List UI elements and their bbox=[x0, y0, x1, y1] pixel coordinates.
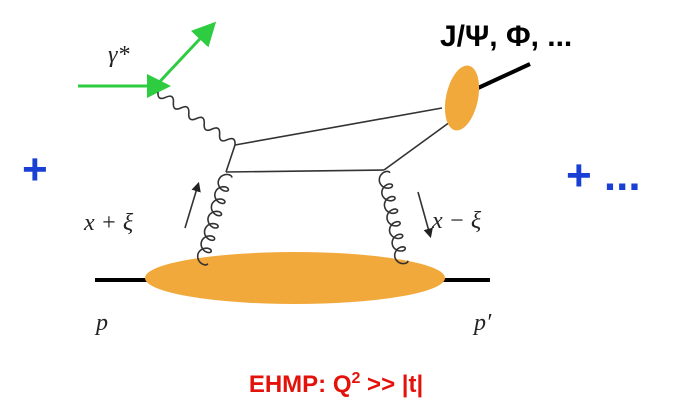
x-plus-label: x + ξ bbox=[83, 210, 134, 236]
gluon bbox=[379, 171, 408, 263]
photon-label: γ* bbox=[108, 42, 129, 68]
x-minus-label: x − ξ bbox=[431, 208, 482, 234]
proton-out-label: p′ bbox=[472, 310, 492, 336]
caption-sup: 2 bbox=[351, 370, 360, 387]
diagram-lines bbox=[78, 26, 530, 304]
diagram: γ* J/Ψ, Φ, ... + + ... x + ξ x − ξ p p′ … bbox=[0, 0, 674, 409]
caption-prefix: EHMP: Q bbox=[249, 371, 352, 398]
proton-in-label: p bbox=[94, 310, 108, 336]
caption: EHMP: Q2 >> |t| bbox=[249, 370, 423, 398]
caption-suffix: >> |t| bbox=[360, 371, 423, 398]
plus-right: + ... bbox=[566, 151, 641, 200]
photon-propagator bbox=[158, 92, 235, 145]
gluon bbox=[198, 174, 232, 265]
final-state-label: J/Ψ, Φ, ... bbox=[440, 20, 572, 53]
plus-left: + bbox=[22, 145, 48, 194]
